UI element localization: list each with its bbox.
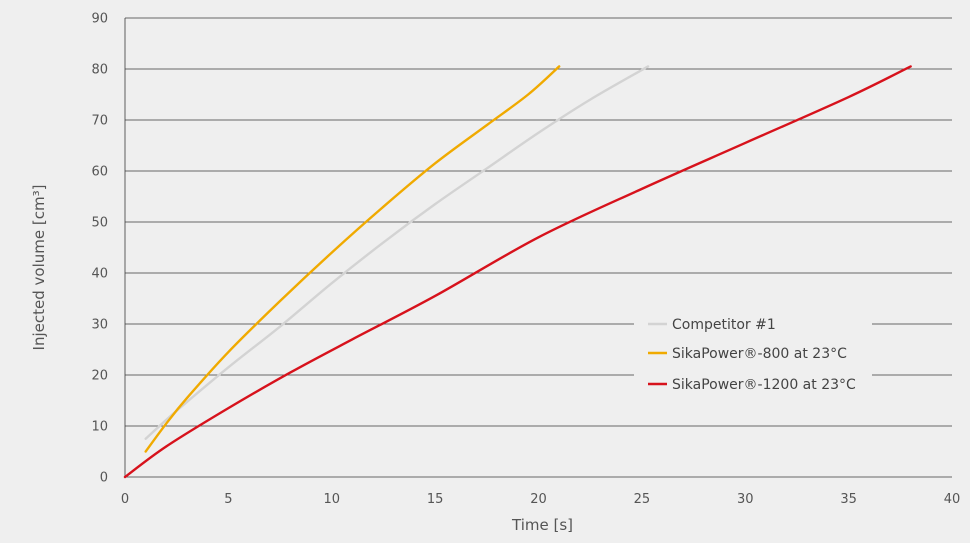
y-axis-title: Injected volume [cm³]	[30, 185, 48, 351]
y-tick-label-90: 90	[91, 12, 108, 27]
x-tick-label-10: 10	[323, 492, 340, 507]
series-line-sikapower-1200	[125, 66, 911, 477]
y-tick-label-70: 70	[91, 114, 108, 129]
x-tick-label-0: 0	[121, 492, 129, 507]
y-tick-label-40: 40	[91, 267, 108, 282]
x-tick-label-35: 35	[840, 492, 857, 507]
legend-label-sikapower-800: SikaPower®-800 at 23°C	[672, 346, 847, 362]
y-tick-label-10: 10	[91, 420, 108, 435]
x-tick-label-40: 40	[944, 492, 961, 507]
series-line-competitor-1	[146, 66, 648, 438]
y-tick-label-60: 60	[91, 165, 108, 180]
y-tick-label-20: 20	[91, 369, 108, 384]
x-tick-label-30: 30	[737, 492, 754, 507]
x-tick-label-5: 5	[224, 492, 232, 507]
x-tick-label-25: 25	[634, 492, 651, 507]
x-tick-label-20: 20	[530, 492, 547, 507]
x-tick-label-15: 15	[427, 492, 444, 507]
y-tick-label-50: 50	[91, 216, 108, 231]
y-tick-label-0: 0	[100, 471, 108, 486]
x-axis-title: Time [s]	[511, 516, 573, 534]
legend-label-sikapower-1200: SikaPower®-1200 at 23°C	[672, 377, 856, 393]
legend-label-competitor-1: Competitor #1	[672, 317, 776, 333]
y-tick-label-30: 30	[91, 318, 108, 333]
y-tick-label-80: 80	[91, 63, 108, 78]
